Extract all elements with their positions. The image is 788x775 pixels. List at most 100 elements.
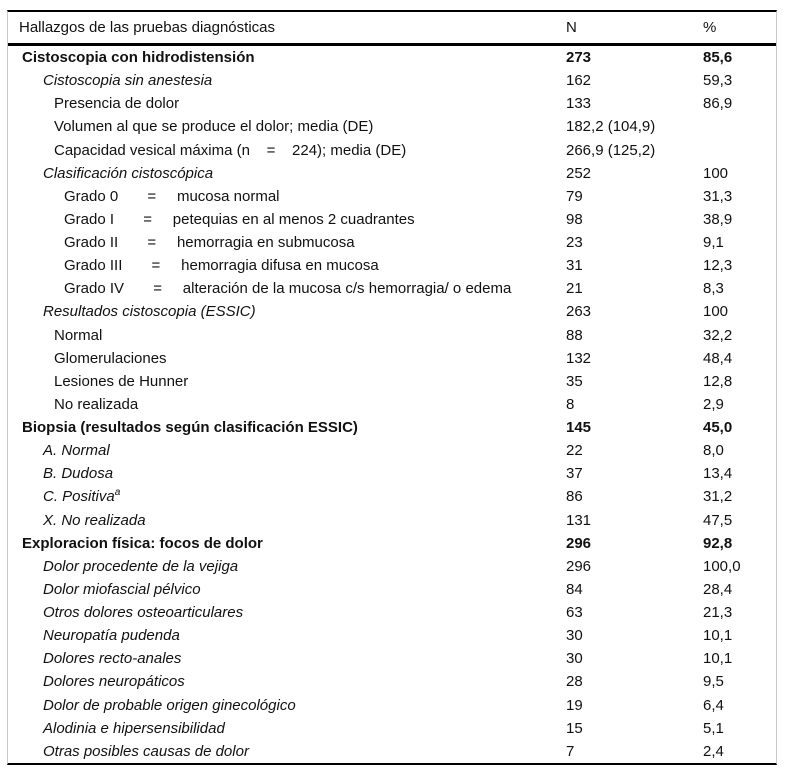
row-label: Grado I = petequias en al menos 2 cuadra… [64, 210, 415, 228]
table-row: B. Dudosa 37 13,4 [8, 462, 776, 485]
row-label: Cistoscopia con hidrodistensión [22, 49, 255, 67]
row-pct-value: 10,1 [703, 627, 733, 645]
table-row: Presencia de dolor 133 86,9 [8, 92, 776, 115]
row-label: Lesiones de Hunner [54, 372, 189, 390]
header-findings-label: Hallazgos de las pruebas diagnósticas [19, 19, 275, 36]
row-label: C. Positivaa [43, 487, 121, 506]
footnote-marker: a [114, 487, 121, 499]
row-n-value: 84 [566, 580, 583, 598]
row-label: Alodinia e hipersensibilidad [43, 719, 225, 737]
row-label: Otras posibles causas de dolor [43, 742, 249, 760]
row-n-value: 63 [566, 604, 583, 622]
row-pct-value: 5,1 [703, 719, 724, 737]
table-row: Cistoscopia sin anestesia 162 59,3 [8, 69, 776, 92]
row-pct-value: 8,0 [703, 442, 724, 460]
row-label: Capacidad vesical máxima (n = 224); medi… [54, 141, 407, 159]
table-row: Exploracion física: focos de dolor 296 92,… [8, 532, 776, 555]
row-pct-value: 92,8 [703, 534, 733, 552]
row-label: Grado 0 = mucosa normal [64, 187, 280, 205]
row-pct-value: 85,6 [703, 49, 733, 67]
row-label: X. No realizada [43, 511, 146, 529]
row-pct-value: 8,3 [703, 280, 724, 298]
row-label: B. Dudosa [43, 465, 114, 483]
row-label: Resultados cistoscopia (ESSIC) [43, 303, 256, 321]
row-n-value: 132 [566, 349, 592, 367]
row-label: Neuropatía pudenda [43, 627, 180, 645]
row-label: Dolores neuropáticos [43, 673, 185, 691]
table-body: Cistoscopia con hidrodistensión 273 85,6 Ci… [8, 46, 776, 763]
row-n-value: 263 [566, 303, 592, 321]
table-row: Clasificación cistoscópica 252 100 [8, 162, 776, 185]
row-label: Clasificación cistoscópica [43, 164, 214, 182]
row-label: Exploracion física: focos de dolor [22, 534, 263, 552]
row-pct-value: 47,5 [703, 511, 733, 529]
row-pct-value: 28,4 [703, 580, 733, 598]
row-n-value: 7 [566, 742, 575, 760]
row-pct-value: 100 [703, 164, 729, 182]
table-row: Alodinia e hipersensibilidad 15 5,1 [8, 717, 776, 740]
row-label: Biopsia (resultados según clasificación … [22, 419, 358, 437]
row-pct-value: 12,3 [703, 257, 733, 275]
table-row: Grado 0 = mucosa normal 79 31,3 [8, 185, 776, 208]
row-pct-value: 31,3 [703, 187, 733, 205]
row-pct-value: 9,5 [703, 673, 724, 691]
row-label: Cistoscopia sin anestesia [43, 72, 213, 90]
row-label: Grado IV = alteración de la mucosa c/s h… [64, 280, 512, 298]
table-row: Dolor miofascial pélvico 84 28,4 [8, 578, 776, 601]
row-n-value: 296 [566, 557, 592, 575]
table-row: A. Normal 22 8,0 [8, 439, 776, 462]
row-label: Grado II = hemorragia en submucosa [64, 234, 355, 252]
row-label: Glomerulaciones [54, 349, 167, 367]
table-row: X. No realizada 131 47,5 [8, 509, 776, 532]
row-pct-value: 2,9 [703, 395, 724, 413]
row-n-value: 182,2 (104,9) [566, 118, 656, 136]
table-row: Otras posibles causas de dolor 7 2,4 [8, 740, 776, 763]
diagnostic-findings-table: Hallazgos de las pruebas diagnósticas N … [7, 10, 777, 765]
row-n-value: 19 [566, 696, 583, 714]
table-row: Grado IV = alteración de la mucosa c/s h… [8, 277, 776, 300]
row-pct-value: 12,8 [703, 372, 733, 390]
row-pct-value: 13,4 [703, 465, 733, 483]
row-label: Normal [54, 326, 103, 344]
header-n-label: N [566, 19, 577, 36]
table-row: Neuropatía pudenda 30 10,1 [8, 624, 776, 647]
row-n-value: 37 [566, 465, 583, 483]
row-n-value: 296 [566, 534, 592, 552]
row-n-value: 15 [566, 719, 583, 737]
row-n-value: 86 [566, 488, 583, 506]
row-pct-value: 9,1 [703, 234, 724, 252]
row-n-value: 145 [566, 419, 592, 437]
row-n-value: 273 [566, 49, 592, 67]
row-n-value: 30 [566, 627, 583, 645]
row-label: No realizada [54, 395, 139, 413]
row-n-value: 35 [566, 372, 583, 390]
table-row: Dolor procedente de la vejiga 296 100,0 [8, 555, 776, 578]
table-row: Capacidad vesical máxima (n = 224); medi… [8, 139, 776, 162]
row-label: Otros dolores osteoarticulares [43, 604, 244, 622]
row-n-value: 266,9 (125,2) [566, 141, 656, 159]
row-n-value: 131 [566, 511, 592, 529]
row-n-value: 23 [566, 234, 583, 252]
row-n-value: 8 [566, 395, 575, 413]
table-row: Dolores neuropáticos 28 9,5 [8, 670, 776, 693]
row-n-value: 133 [566, 95, 592, 113]
row-label: Presencia de dolor [54, 95, 180, 113]
table-row: Otros dolores osteoarticulares 63 21,3 [8, 601, 776, 624]
table-row: Grado I = petequias en al menos 2 cuadra… [8, 208, 776, 231]
row-n-value: 98 [566, 210, 583, 228]
row-n-value: 30 [566, 650, 583, 668]
table-row: Grado III = hemorragia difusa en mucosa 3… [8, 254, 776, 277]
table-row: Biopsia (resultados según clasificación … [8, 416, 776, 439]
table-row: Resultados cistoscopia (ESSIC) 263 100 [8, 300, 776, 323]
row-n-value: 28 [566, 673, 583, 691]
row-n-value: 21 [566, 280, 583, 298]
row-n-value: 31 [566, 257, 583, 275]
table-row: Dolores recto-anales 30 10,1 [8, 647, 776, 670]
row-n-value: 88 [566, 326, 583, 344]
row-label: Grado III = hemorragia difusa en mucosa [64, 257, 379, 275]
row-label: Dolor de probable origen ginecológico [43, 696, 296, 714]
row-pct-value: 38,9 [703, 210, 733, 228]
table-row: Glomerulaciones 132 48,4 [8, 347, 776, 370]
row-label: Dolor miofascial pélvico [43, 580, 201, 598]
row-pct-value: 10,1 [703, 650, 733, 668]
